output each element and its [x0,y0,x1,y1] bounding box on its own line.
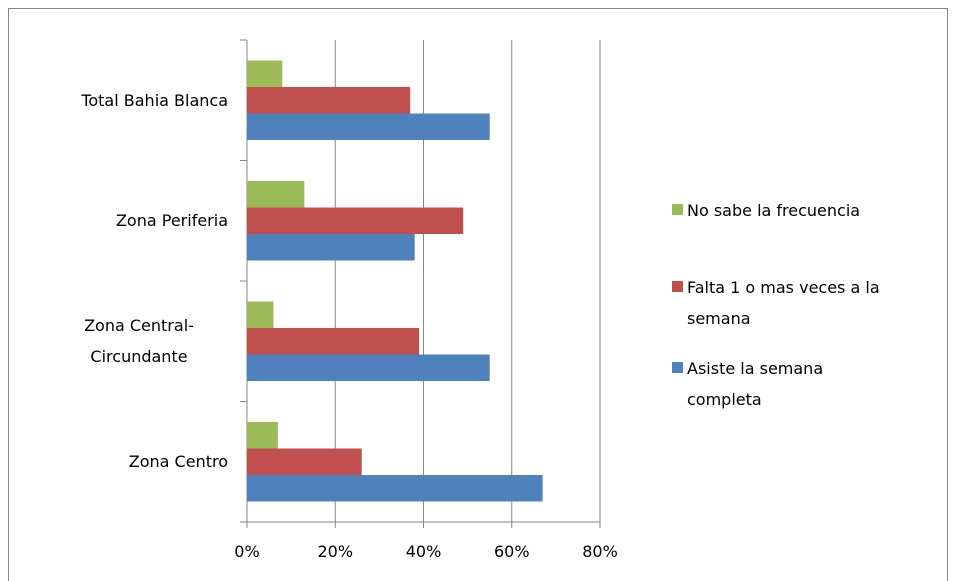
bar [247,301,274,328]
y-tick-label-text: Zona Central-Circundante [84,316,194,367]
bar [247,60,283,87]
legend-label: Asiste la semana completa [687,353,902,415]
x-tick-label: 80% [582,542,618,561]
y-tick-label: Zona Central-Circundante [50,281,228,402]
x-tick-label: 0% [234,542,259,561]
bar [247,207,464,234]
bar [247,113,490,140]
bar [247,354,490,381]
legend-swatch [672,281,683,292]
legend-label-text: No sabe la frecuencia [687,201,861,220]
bar [247,475,543,502]
bar [247,234,415,261]
bar [247,328,420,355]
y-tick-label-text: Total Bahia Blanca [81,90,228,110]
legend-label-text: Falta 1 o mas veces a la semana [687,278,880,328]
bar [247,181,305,208]
legend-label: No sabe la frecuencia [687,195,902,226]
y-tick-label-text: Zona Centro [128,452,228,472]
x-tick-label: 20% [317,542,353,561]
y-tick-label: Total Bahia Blanca [50,40,228,161]
bar [247,87,411,114]
y-tick-label-text: Zona Periferia [115,211,228,231]
bar [247,448,362,475]
y-tick-label: Zona Periferia [50,161,228,282]
y-tick-label: Zona Centro [50,402,228,523]
x-tick-label: 40% [406,542,442,561]
x-tick-label: 60% [494,542,530,561]
legend-label-text: Asiste la semana completa [687,359,824,409]
bar [247,422,278,449]
legend-swatch [672,204,683,215]
legend-label: Falta 1 o mas veces a la semana [687,272,902,334]
legend-swatch [672,362,683,373]
